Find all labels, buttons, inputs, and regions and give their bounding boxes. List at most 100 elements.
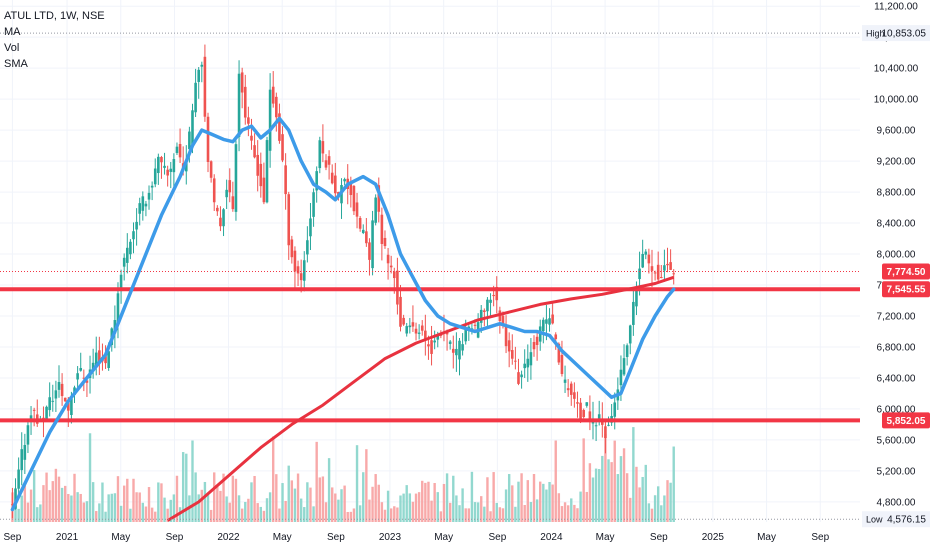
candle-body [312,192,315,217]
volume-bar [625,473,629,522]
volume-bar [185,453,188,522]
candle-body [355,202,359,217]
volume-bar [464,508,467,522]
volume-bar [529,502,533,522]
candle-body [523,363,526,369]
candle-body [17,469,20,489]
volume-bar [303,507,306,522]
candle-body [585,402,589,406]
candle-body [607,424,610,426]
volume-bar [619,456,623,522]
candle-body [79,368,83,371]
volume-bar [647,503,651,522]
candle-body [256,154,259,176]
volume-bar [365,449,368,522]
candle-body [436,334,440,340]
candle-body [278,113,281,141]
volume-bar [169,499,172,522]
y-tick-label: 10,000.00 [874,95,919,106]
volume-bar [278,508,281,522]
volume-bar [517,481,520,522]
ma-line[interactable] [10,116,676,512]
volume-bar [548,481,551,522]
candle-body [237,73,241,137]
candle-body [343,179,346,182]
volume-bar [663,495,666,522]
candle-body [107,351,110,368]
volume-bar [318,477,321,522]
candle-body [141,196,145,211]
candle-body [113,320,117,334]
volume-bar [644,464,647,522]
candle-body [116,293,120,323]
volume-bar [377,484,380,522]
volume-bar [73,473,76,522]
volume-bar [129,508,132,522]
y-tick-label: 4,800.00 [877,497,916,508]
candle-body [504,325,508,347]
volume-bar [219,490,222,522]
candle-body [510,350,514,359]
volume-bar [638,487,641,522]
indicator-sma-label[interactable]: SMA [4,58,28,70]
candle-body [542,319,545,332]
volume-bar [405,485,408,522]
candle-body [268,89,272,151]
volume-bar [349,511,353,522]
volume-bar [532,474,536,522]
volume-bar [467,508,471,522]
volume-bar [54,468,58,522]
volume-bar [442,483,446,522]
level-label-1: 5,852.05 [887,416,926,427]
candle-body [327,156,331,165]
volume-bar [483,506,486,522]
volume-bar [604,434,607,522]
y-tick-label: 6,800.00 [877,342,916,353]
volume-bar [51,481,54,522]
volume-bar [501,508,505,522]
y-tick-label: 9,200.00 [877,157,916,168]
candle-body [420,325,424,331]
x-tick-label: Sep [488,532,506,543]
candle-body [361,229,365,233]
volume-bar [470,471,474,522]
candle-body [486,299,489,312]
volume-bar [498,507,502,522]
volume-bar [122,485,126,522]
volume-bar [76,492,79,522]
volume-bar [656,486,660,522]
candle-body [48,397,51,411]
volume-bar [632,427,635,522]
volume-bar [132,478,135,522]
candle-body [51,400,55,402]
candle-body [91,362,95,370]
volume-bar [293,488,297,522]
candle-body [411,322,415,327]
volume-bar [424,482,427,522]
x-tick-label: 2024 [540,532,563,543]
candle-body [424,330,427,340]
candle-body [566,388,570,391]
sma-line[interactable] [166,275,675,522]
volume-bar [430,500,433,522]
candle-body [63,397,67,402]
y-tick-label: 6,000.00 [877,404,916,415]
candle-body [669,262,672,270]
volume-bar [641,476,644,522]
volume-bar [166,508,169,522]
volume-bar [591,477,595,522]
volume-bar [585,491,588,522]
candle-body [216,207,219,212]
candle-body [554,334,558,340]
candle-body [129,241,132,255]
indicator-vol-label[interactable]: Vol [4,42,20,54]
candle-body [67,401,70,411]
candle-body [368,242,371,260]
volume-bar [560,506,564,522]
indicator-ma-label[interactable]: MA [4,26,21,38]
candle-body [290,239,294,258]
x-tick-label: 2023 [379,532,402,543]
candle-body [672,273,676,275]
